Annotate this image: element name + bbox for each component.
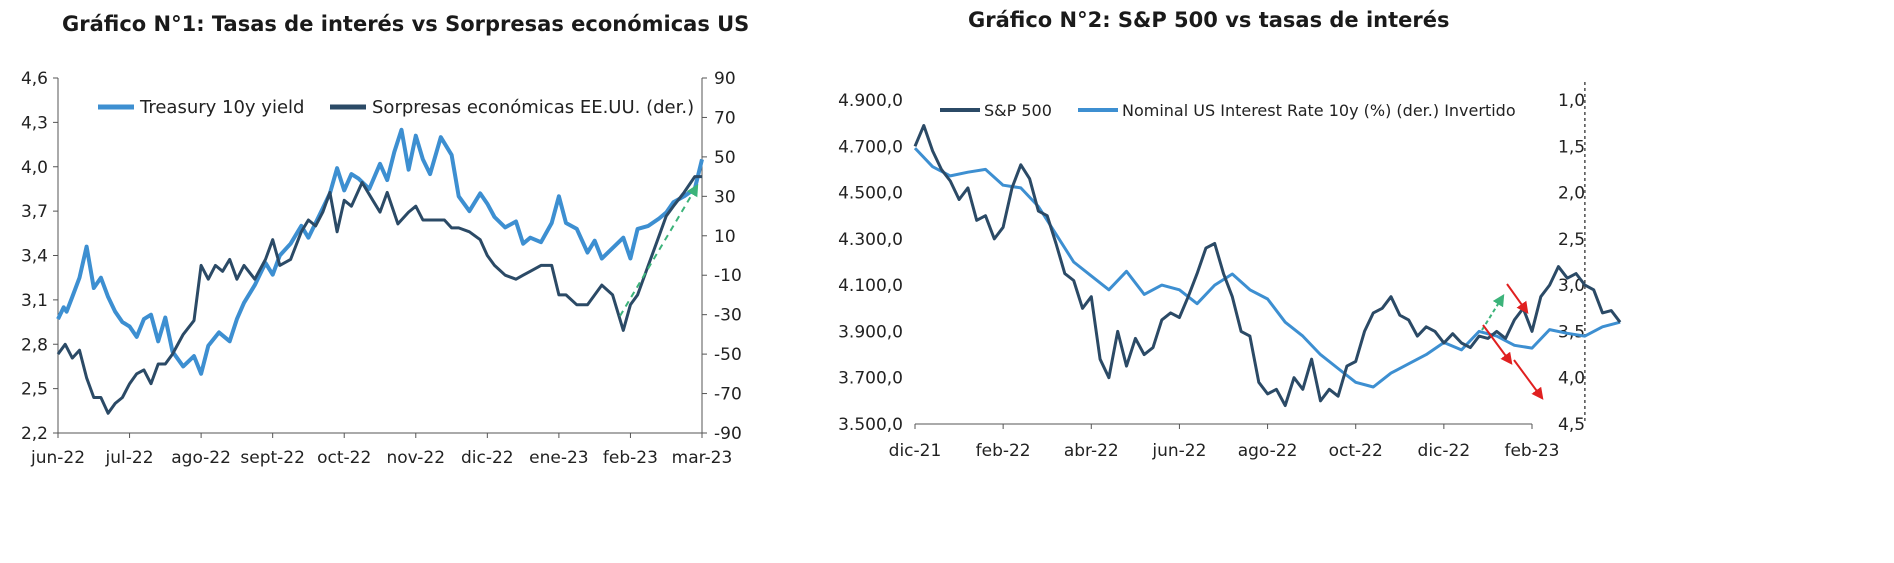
chart-2-left-tick-label: 4.100,0 bbox=[838, 276, 903, 296]
chart-1-x-tick-label: feb-23 bbox=[603, 448, 658, 468]
chart-2-x-tick-label: ago-22 bbox=[1238, 441, 1298, 461]
chart-1-right-tick-label: 50 bbox=[714, 148, 736, 168]
chart-1-x-tick-label: ago-22 bbox=[171, 448, 231, 468]
chart-panel-2: Gráfico N°2: S&P 500 vs tasas de interés… bbox=[820, 0, 1894, 563]
chart-1-legend-entry: Treasury 10y yield bbox=[139, 97, 304, 118]
chart-1-x-tick-label: jul-22 bbox=[105, 448, 154, 468]
chart-2-right-tick-label: 1,0 bbox=[1558, 91, 1585, 111]
chart-2-left-tick-label: 3.500,0 bbox=[838, 415, 903, 435]
chart-1-trend-arrow bbox=[619, 183, 699, 317]
chart-1-right-tick-label: 10 bbox=[714, 227, 736, 247]
chart-2-series-sp500-line bbox=[913, 124, 1622, 407]
chart-2-green-arrow bbox=[1481, 293, 1505, 331]
chart-2-x-tick-label: feb-23 bbox=[1504, 441, 1559, 461]
chart-1-right-tick-label: -90 bbox=[714, 424, 742, 444]
chart-1-right-tick-label: 70 bbox=[714, 108, 736, 128]
chart-1-series-sorpresas-line bbox=[56, 175, 702, 415]
chart-2-x-tick-label: oct-22 bbox=[1329, 441, 1383, 461]
chart-1-x-tick-label: mar-23 bbox=[672, 448, 733, 468]
chart-1-title: Gráfico N°1: Tasas de interés vs Sorpres… bbox=[62, 12, 750, 36]
chart-2-right-tick-label: 4,5 bbox=[1558, 415, 1585, 435]
chart-2-x-tick-label: abr-22 bbox=[1064, 441, 1119, 461]
chart-2-left-tick-label: 4.500,0 bbox=[838, 184, 903, 204]
chart-2-right-tick-label: 3,5 bbox=[1558, 322, 1585, 342]
chart-1-left-tick-label: 4,3 bbox=[21, 113, 48, 133]
chart-1-x-tick-label: jun-22 bbox=[30, 448, 85, 468]
chart-2-right-tick-label: 2,0 bbox=[1558, 184, 1585, 204]
chart-2-title: Gráfico N°2: S&P 500 vs tasas de interés bbox=[968, 8, 1450, 32]
chart-1-right-tick-label: -30 bbox=[714, 306, 742, 326]
chart-1-series-treasury-line bbox=[56, 127, 704, 376]
chart-2-left-tick-label: 3.700,0 bbox=[838, 369, 903, 389]
chart-1-left-tick-label: 2,8 bbox=[21, 335, 48, 355]
chart-2-red-arrow bbox=[1506, 283, 1529, 314]
chart-1-left-tick-label: 2,5 bbox=[21, 380, 48, 400]
chart-1-left-tick-label: 3,4 bbox=[21, 247, 48, 267]
chart-2-right-tick-label: 2,5 bbox=[1558, 230, 1585, 250]
chart-2-right-tick-label: 3,0 bbox=[1558, 276, 1585, 296]
chart-1-left-tick-label: 3,1 bbox=[21, 291, 48, 311]
chart-2-x-tick-label: feb-22 bbox=[976, 441, 1031, 461]
chart-1-right-tick-label: -50 bbox=[714, 345, 742, 365]
chart-2-series-rate-line bbox=[913, 147, 1621, 389]
chart-2-left-tick-label: 4.700,0 bbox=[838, 137, 903, 157]
chart-1-right-tick-label: -70 bbox=[714, 385, 742, 405]
chart-1-left-tick-label: 4,0 bbox=[21, 158, 48, 178]
chart-2-legend-entry: Nominal US Interest Rate 10y (%) (der.) … bbox=[1122, 101, 1516, 120]
chart-1-right-tick-label: 90 bbox=[714, 69, 736, 89]
chart-2-x-tick-label: dic-22 bbox=[1418, 441, 1471, 461]
chart-2-red-arrow bbox=[1513, 359, 1544, 400]
chart-1-left-tick-label: 4,6 bbox=[21, 69, 48, 89]
chart-1-x-tick-label: oct-22 bbox=[317, 448, 371, 468]
chart-1-right-tick-label: 30 bbox=[714, 187, 736, 207]
chart-2-svg: 4.900,0 4.700,0 4.500,0 4.300,0 4.100,0 3.900… bbox=[838, 82, 1622, 461]
chart-2-red-arrow bbox=[1482, 324, 1513, 365]
chart-1-left-tick-label: 3,7 bbox=[21, 202, 48, 222]
chart-1-legend-entry: Sorpresas económicas EE.UU. (der.) bbox=[372, 97, 694, 118]
chart-2-left-tick-label: 4.900,0 bbox=[838, 91, 903, 111]
chart-2-x-tick-label: jun-22 bbox=[1151, 441, 1206, 461]
chart-1-right-tick-label: -10 bbox=[714, 266, 742, 286]
chart-1-x-tick-label: ene-23 bbox=[529, 448, 588, 468]
chart-2-x-tick-label: dic-21 bbox=[889, 441, 942, 461]
chart-1-x-tick-label: nov-22 bbox=[387, 448, 446, 468]
chart-1-svg: 4,6 4,3 4,0 3,7 3,4 3,1 2,8 2,5 2,2 90 70 50 30 10 -10… bbox=[21, 69, 742, 468]
chart-2-right-tick-label: 4,0 bbox=[1558, 369, 1585, 389]
chart-2-right-tick-label: 1,5 bbox=[1558, 137, 1585, 157]
chart-1-x-tick-label: dic-22 bbox=[461, 448, 514, 468]
chart-panel-1: Gráfico N°1: Tasas de interés vs Sorpres… bbox=[0, 0, 750, 563]
chart-2-legend-entry: S&P 500 bbox=[984, 101, 1052, 120]
chart-2-left-tick-label: 4.300,0 bbox=[838, 230, 903, 250]
chart-1-left-tick-label: 2,2 bbox=[21, 424, 48, 444]
chart-1-x-tick-label: sept-22 bbox=[240, 448, 305, 468]
chart-2-left-tick-label: 3.900,0 bbox=[838, 322, 903, 342]
